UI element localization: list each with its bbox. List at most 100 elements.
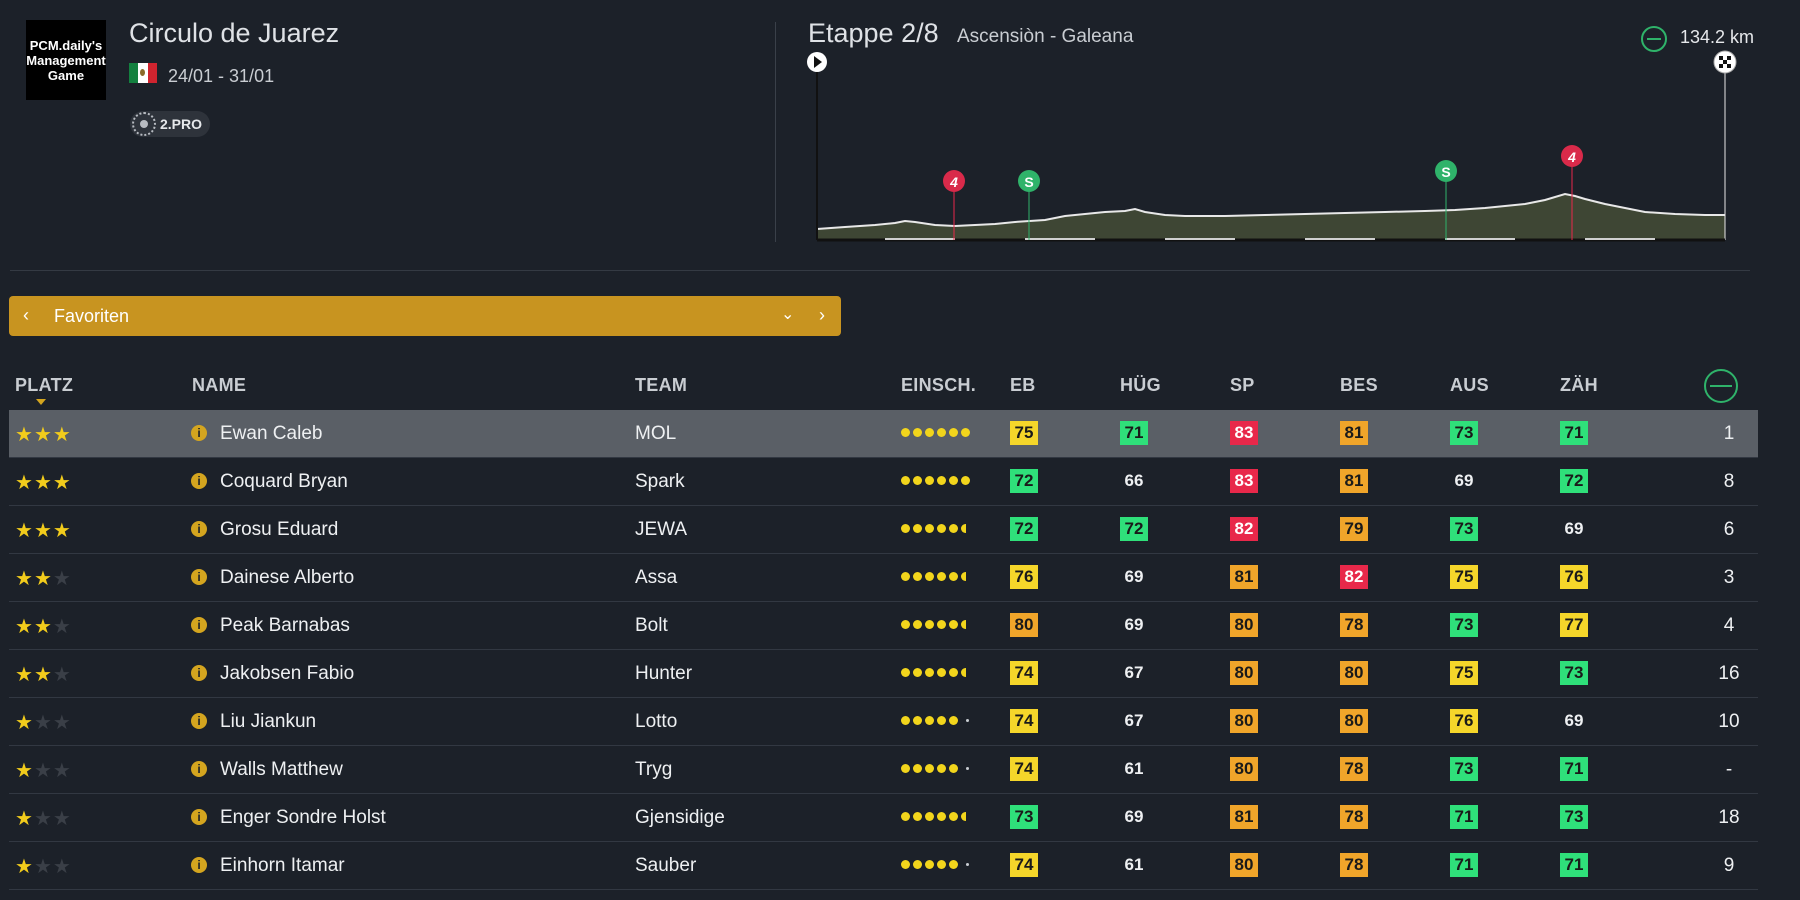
info-icon[interactable]: i	[191, 473, 207, 489]
rider-name[interactable]: Jakobsen Fabio	[220, 663, 355, 684]
col-team[interactable]: TEAM	[635, 375, 688, 395]
rating-stars-icon: ★★★	[15, 566, 72, 591]
star-icon: ★	[33, 472, 53, 494]
dot-icon	[913, 860, 922, 869]
rider-name[interactable]: Walls Matthew	[220, 759, 343, 780]
info-icon[interactable]: i	[191, 665, 207, 681]
stat-bes: 79	[1340, 517, 1368, 541]
col-platz[interactable]: PLATZ	[15, 375, 74, 395]
info-icon[interactable]: i	[191, 713, 207, 729]
star-icon: ★	[52, 856, 72, 878]
stage-rank: 10	[1718, 711, 1740, 732]
stat-aus: 73	[1450, 421, 1478, 445]
col-zah[interactable]: ZÄH	[1560, 375, 1598, 395]
stat-zah: 71	[1560, 757, 1588, 781]
info-icon[interactable]: i	[191, 761, 207, 777]
rider-team: Bolt	[635, 615, 668, 636]
dot-icon	[901, 764, 910, 773]
dot-icon	[961, 428, 970, 437]
dot-icon	[913, 620, 922, 629]
rider-team: Tryg	[635, 759, 673, 780]
stage-rank: -	[1725, 759, 1733, 780]
rider-name[interactable]: Liu Jiankun	[220, 711, 317, 732]
table-row[interactable]: ★★★ i Walls Matthew Tryg 74 61 80 78 73 71-	[9, 746, 1758, 794]
info-icon[interactable]: i	[191, 809, 207, 825]
stat-sp: 83	[1230, 469, 1258, 493]
rider-name[interactable]: Einhorn Itamar	[220, 855, 345, 876]
stat-zah: 69	[1564, 711, 1584, 730]
col-aus[interactable]: AUS	[1450, 375, 1489, 395]
dot-icon	[937, 428, 946, 437]
dot-icon	[961, 572, 966, 581]
assessment-dots-icon	[901, 428, 970, 437]
next-arrow-icon[interactable]: ›	[819, 305, 825, 325]
table-row[interactable]: ★★★ i Dainese Alberto Assa 76 69 81 82 75 76 3	[9, 554, 1758, 602]
dot-icon	[913, 668, 922, 677]
dot-icon	[949, 716, 958, 725]
table-row[interactable]: ★★★ i Grosu Eduard JEWA 72 72 82 79 73 69 6	[9, 506, 1758, 554]
stat-aus: 69	[1454, 471, 1474, 490]
table-row[interactable]: ★★★ i Jakobsen Fabio Hunter 74 67 80 80 75 73 16	[9, 650, 1758, 698]
info-icon[interactable]: i	[191, 617, 207, 633]
star-icon: ★	[52, 424, 72, 446]
race-category: 2.PRO	[160, 116, 203, 132]
col-eb[interactable]: EB	[1010, 375, 1036, 395]
stat-zah: 72	[1560, 469, 1588, 493]
table-row[interactable]: ★★★ i Peak Barnabas Bolt 80 69 80 78 73 77 4	[9, 602, 1758, 650]
table-row[interactable]: ★★★ i Liu Jiankun Lotto 74 67 80 80 76 69 10	[9, 698, 1758, 746]
info-icon[interactable]: i	[191, 569, 207, 585]
assessment-dots-icon	[901, 476, 970, 485]
info-icon[interactable]: i	[191, 521, 207, 537]
stage-rank-icon[interactable]	[1704, 369, 1738, 403]
rider-name[interactable]: Enger Sondre Holst	[220, 807, 386, 828]
table-row[interactable]: ★★★ i Coquard Bryan Spark 72 66 83 81 69 72 8	[9, 458, 1758, 506]
stat-hug: 71	[1120, 421, 1148, 445]
col-einsch[interactable]: EINSCH.	[901, 375, 977, 395]
dot-icon	[949, 764, 958, 773]
col-bes[interactable]: BES	[1340, 375, 1378, 395]
dot-icon	[949, 572, 958, 581]
table-row[interactable]: ★★★ i Ewan Caleb MOL 75 71 83 81 73 71 1	[9, 410, 1758, 458]
col-sp[interactable]: SP	[1230, 375, 1255, 395]
sprint-marker[interactable]	[1018, 170, 1040, 192]
col-hug[interactable]: HÜG	[1120, 375, 1161, 395]
star-icon: ★	[52, 664, 72, 686]
star-icon: ★	[15, 520, 34, 542]
rider-team: Spark	[635, 471, 685, 492]
stat-eb: 74	[1010, 661, 1038, 685]
climb-marker[interactable]	[943, 170, 965, 192]
info-icon[interactable]: i	[191, 857, 207, 873]
rider-name[interactable]: Coquard Bryan	[220, 471, 348, 492]
chevron-down-icon[interactable]: ⌄	[781, 306, 795, 323]
star-icon: ★	[33, 424, 53, 446]
stat-eb: 75	[1010, 421, 1038, 445]
dot-icon	[937, 812, 946, 821]
rider-name[interactable]: Peak Barnabas	[220, 615, 350, 636]
col-name[interactable]: NAME	[192, 375, 247, 395]
favorites-dropdown[interactable]: ‹ Favoriten ⌄ ›	[9, 296, 841, 336]
rider-name[interactable]: Ewan Caleb	[220, 423, 323, 444]
info-icon[interactable]: i	[191, 425, 207, 441]
table-row[interactable]: ★★★ i Einhorn Itamar Sauber 74 61 80 78 71 71 9	[9, 842, 1758, 890]
dot-icon	[901, 476, 910, 485]
star-icon: ★	[33, 568, 53, 590]
stat-eb: 74	[1010, 853, 1038, 877]
start-icon	[807, 52, 827, 72]
stat-aus: 75	[1450, 661, 1478, 685]
rider-name[interactable]: Grosu Eduard	[220, 519, 339, 540]
table-row[interactable]: ★★★ i Enger Sondre Holst Gjensidige 73 69 81 78…	[9, 794, 1758, 842]
stat-hug: 67	[1124, 663, 1144, 682]
climb-marker[interactable]	[1561, 145, 1583, 167]
previous-arrow-icon[interactable]: ‹	[23, 305, 29, 325]
star-icon: ★	[15, 472, 34, 494]
stage-rank: 16	[1718, 663, 1740, 684]
stat-eb: 72	[1010, 469, 1038, 493]
finish-flag-icon	[1713, 50, 1737, 74]
sprint-marker[interactable]	[1435, 160, 1457, 182]
rating-stars-icon: ★★★	[15, 806, 72, 831]
star-icon: ★	[33, 616, 53, 638]
dot-icon	[925, 860, 934, 869]
rider-name[interactable]: Dainese Alberto	[220, 567, 355, 588]
assessment-dots-icon	[901, 620, 966, 629]
assessment-dots-icon	[901, 716, 969, 725]
